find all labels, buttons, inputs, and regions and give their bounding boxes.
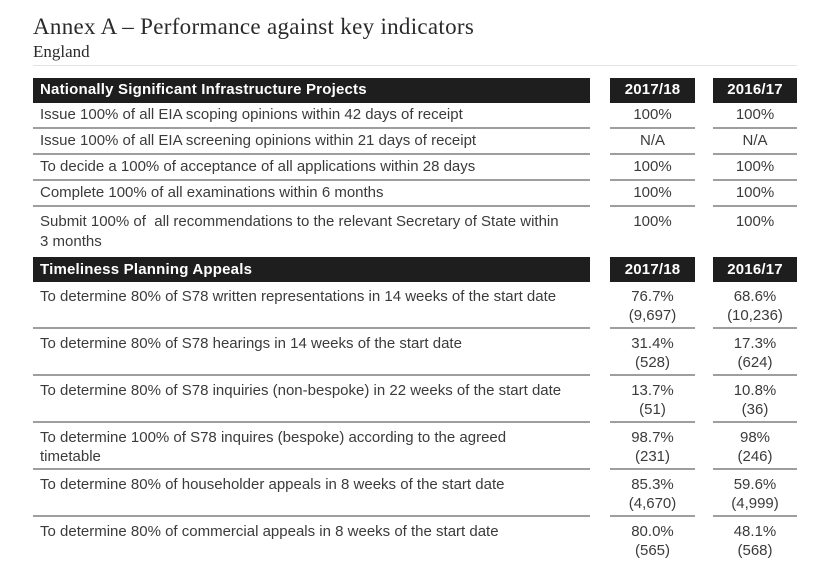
table-row: Issue 100% of all EIA screening opinions… bbox=[33, 129, 797, 155]
indicator-label: Complete 100% of all examinations within… bbox=[33, 181, 590, 207]
indicator-label: To determine 80% of S78 written represen… bbox=[33, 282, 590, 329]
value-percent: 68.6% bbox=[733, 288, 777, 305]
value-percent: 13.7% bbox=[631, 382, 674, 399]
column-header-2016-17: 2016/17 bbox=[713, 257, 797, 282]
indicator-label: Issue 100% of all EIA scoping opinions w… bbox=[33, 103, 590, 129]
page-title: Annex A – Performance against key indica… bbox=[33, 14, 475, 39]
value-count: (4,999) bbox=[731, 495, 779, 512]
indicator-label: To determine 80% of householder appeals … bbox=[33, 470, 590, 517]
indicator-label: To determine 80% of S78 hearings in 14 w… bbox=[33, 329, 590, 376]
table-nsip: Nationally Significant Infrastructure Pr… bbox=[33, 78, 840, 257]
column-header-2017-18: 2017/18 bbox=[610, 257, 695, 282]
value-percent: 31.4% bbox=[631, 335, 674, 352]
value-2017-18: 13.7% (51) bbox=[610, 376, 695, 423]
value-2016-17: 10.8% (36) bbox=[713, 376, 797, 423]
value-count: (246) bbox=[737, 448, 773, 465]
indicator-label: Submit 100% of all recommendations to th… bbox=[40, 213, 563, 250]
value-2016-17: 17.3% (624) bbox=[713, 329, 797, 376]
value-2017-18: N/A bbox=[610, 129, 695, 155]
indicator-label: To determine 100% of S78 inquires (bespo… bbox=[33, 423, 590, 470]
table-row: To determine 80% of S78 hearings in 14 w… bbox=[33, 329, 797, 376]
column-header-2017-18: 2017/18 bbox=[610, 78, 695, 103]
value-2016-17: 100% bbox=[713, 155, 797, 181]
section-header-nsip: Nationally Significant Infrastructure Pr… bbox=[33, 78, 590, 103]
indicator-label: To determine 80% of S78 inquiries (non-b… bbox=[33, 376, 590, 423]
value-2016-17: 98% (246) bbox=[713, 423, 797, 470]
table-row: To determine 100% of S78 inquires (bespo… bbox=[33, 423, 797, 470]
value-2017-18: 98.7% (231) bbox=[610, 423, 695, 470]
value-percent: 98% bbox=[739, 429, 771, 446]
value-2017-18: 80.0% (565) bbox=[610, 517, 695, 562]
table-header-row: Nationally Significant Infrastructure Pr… bbox=[33, 78, 797, 103]
document-header: Annex A – Performance against key indica… bbox=[33, 13, 797, 66]
value-percent: 10.8% bbox=[733, 382, 777, 399]
value-2016-17: 100% bbox=[713, 181, 797, 207]
value-2016-17: 48.1% (568) bbox=[713, 517, 797, 562]
value-count: (565) bbox=[634, 542, 671, 559]
table-appeals: Timeliness Planning Appeals 2017/18 2016… bbox=[33, 257, 840, 562]
value-2016-17: 59.6% (4,999) bbox=[713, 470, 797, 517]
indicator-label: To determine 80% of commercial appeals i… bbox=[40, 523, 499, 540]
value-percent: 80.0% bbox=[631, 523, 674, 540]
value-2017-18: 100% bbox=[633, 213, 672, 230]
value-count: (568) bbox=[737, 542, 773, 559]
column-header-2016-17: 2016/17 bbox=[713, 78, 797, 103]
value-percent: 85.3% bbox=[631, 476, 674, 493]
table-row: To decide a 100% of acceptance of all ap… bbox=[33, 155, 797, 181]
section-header-appeals: Timeliness Planning Appeals bbox=[33, 257, 590, 282]
value-percent: 98.7% bbox=[631, 429, 674, 446]
table-header-row: Timeliness Planning Appeals 2017/18 2016… bbox=[33, 257, 797, 282]
value-count: (51) bbox=[639, 401, 666, 418]
value-count: (528) bbox=[634, 354, 671, 371]
table-row: Submit 100% of all recommendations to th… bbox=[33, 207, 797, 257]
value-2016-17: 100% bbox=[713, 103, 797, 129]
value-2017-18: 100% bbox=[610, 103, 695, 129]
page-subtitle: England bbox=[33, 42, 90, 61]
value-2016-17: 68.6% (10,236) bbox=[713, 282, 797, 329]
value-percent: 59.6% bbox=[733, 476, 777, 493]
table-row: To determine 80% of S78 inquiries (non-b… bbox=[33, 376, 797, 423]
value-2017-18: 100% bbox=[610, 155, 695, 181]
table-row: To determine 80% of commercial appeals i… bbox=[33, 517, 797, 562]
value-2016-17: 100% bbox=[735, 213, 775, 230]
table-row: To determine 80% of householder appeals … bbox=[33, 470, 797, 517]
table-row: Complete 100% of all examinations within… bbox=[33, 181, 797, 207]
indicator-label: To decide a 100% of acceptance of all ap… bbox=[33, 155, 590, 181]
value-2017-18: 31.4% (528) bbox=[610, 329, 695, 376]
value-2017-18: 100% bbox=[610, 181, 695, 207]
value-2017-18: 85.3% (4,670) bbox=[610, 470, 695, 517]
value-count: (624) bbox=[737, 354, 773, 371]
value-count: (231) bbox=[634, 448, 671, 465]
table-row: To determine 80% of S78 written represen… bbox=[33, 282, 797, 329]
value-percent: 17.3% bbox=[733, 335, 777, 352]
value-percent: 48.1% bbox=[733, 523, 777, 540]
value-count: (9,697) bbox=[628, 307, 677, 324]
value-percent: 76.7% bbox=[631, 288, 674, 305]
table-row: Issue 100% of all EIA scoping opinions w… bbox=[33, 103, 797, 129]
value-2017-18: 76.7% (9,697) bbox=[610, 282, 695, 329]
value-count: (4,670) bbox=[628, 495, 677, 512]
value-count: (36) bbox=[741, 401, 769, 418]
value-count: (10,236) bbox=[727, 307, 783, 324]
indicator-label: Issue 100% of all EIA screening opinions… bbox=[33, 129, 590, 155]
value-2016-17: N/A bbox=[713, 129, 797, 155]
